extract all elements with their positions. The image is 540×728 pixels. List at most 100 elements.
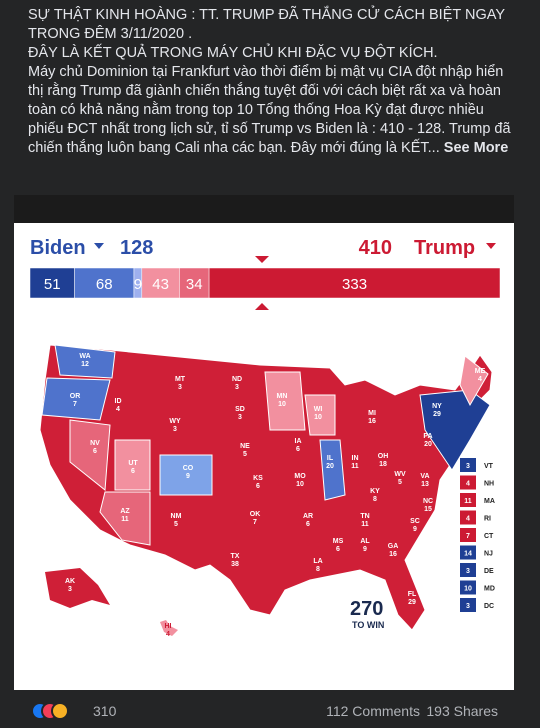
see-more[interactable]: See More xyxy=(443,140,509,156)
biden-label: Biden xyxy=(30,237,86,259)
state-ev: 6 xyxy=(93,448,97,455)
state-ev: 20 xyxy=(424,441,432,448)
state-shape xyxy=(99,491,151,546)
state-ev: 38 xyxy=(231,561,239,568)
state-abbr: IA xyxy=(295,438,302,445)
state-ev: 16 xyxy=(389,551,397,558)
small-state-abbr: MA xyxy=(484,498,495,505)
small-state-abbr: VT xyxy=(484,463,494,470)
trump-total: 410 xyxy=(359,237,392,259)
state-abbr: NM xyxy=(171,513,182,520)
state-abbr: NC xyxy=(423,498,433,505)
small-state-box xyxy=(460,545,476,560)
state-shape xyxy=(459,355,489,407)
state-abbr: FL xyxy=(408,591,417,598)
small-state-abbr: MD xyxy=(484,586,495,593)
state-ev: 8 xyxy=(373,496,377,503)
state-ev: 6 xyxy=(131,468,135,475)
logo-number: 270 xyxy=(350,598,383,620)
state-ev: 4 xyxy=(116,406,120,413)
state-abbr: SD xyxy=(235,406,245,413)
state-ev: 29 xyxy=(433,411,441,418)
state-abbr: AL xyxy=(360,538,370,545)
us-map xyxy=(39,344,493,631)
state-abbr: ID xyxy=(115,398,122,405)
state-ev: 6 xyxy=(296,446,300,453)
image-top-band xyxy=(14,195,514,223)
state-ev: 15 xyxy=(424,506,432,513)
state-ev: 11 xyxy=(351,463,359,470)
state-abbr: VA xyxy=(420,473,429,480)
small-state-box xyxy=(460,458,476,472)
trump-label: Trump xyxy=(414,237,475,259)
reaction-icon xyxy=(51,702,69,720)
state-abbr: MN xyxy=(277,393,288,400)
state-ev: 4 xyxy=(478,376,482,383)
state-ev: 6 xyxy=(306,521,310,528)
state-ev: 13 xyxy=(421,481,429,488)
small-state-ev: 3 xyxy=(466,463,470,470)
state-ev: 10 xyxy=(314,414,322,421)
small-state-ev: 3 xyxy=(466,603,470,610)
state-ev: 3 xyxy=(235,384,239,391)
state-ev: 11 xyxy=(361,521,369,528)
state-abbr: WA xyxy=(79,353,90,360)
state-shape xyxy=(159,454,213,496)
small-state-abbr: NH xyxy=(484,481,494,488)
state-shape xyxy=(264,371,306,431)
post-paragraph: Máy chủ Dominion tại Frankfurt vào thời … xyxy=(28,63,516,158)
ev-segment-label: 333 xyxy=(342,276,367,293)
state-ev: 5 xyxy=(174,521,178,528)
small-state-abbr: DE xyxy=(484,568,494,575)
small-state-box xyxy=(460,563,476,577)
post-text: SỰ THẬT KINH HOÀNG : TT. TRUMP ĐÃ THẮNG … xyxy=(28,6,516,158)
state-abbr: LA xyxy=(313,558,322,565)
state-ev: 4 xyxy=(166,631,170,638)
state-abbr: NE xyxy=(240,443,250,450)
state-shape xyxy=(319,439,346,501)
midpoint-marker xyxy=(255,303,269,310)
small-state-ev: 3 xyxy=(466,568,470,575)
state-abbr: OH xyxy=(378,453,389,460)
hawaii xyxy=(160,620,178,636)
state-ev: 12 xyxy=(81,361,89,368)
small-state-box xyxy=(460,598,476,612)
state-ev: 18 xyxy=(379,461,387,468)
state-ev: 29 xyxy=(408,599,416,606)
share-count: 193 Shares xyxy=(426,703,498,719)
state-abbr: KY xyxy=(370,488,380,495)
state-abbr: GA xyxy=(388,543,399,550)
post-body: Máy chủ Dominion tại Frankfurt vào thời … xyxy=(28,64,511,156)
state-abbr: IN xyxy=(352,455,359,462)
small-state-abbr: RI xyxy=(484,516,491,523)
small-state-ev: 11 xyxy=(464,498,472,505)
state-ev: 3 xyxy=(238,414,242,421)
state-overlays xyxy=(41,344,491,546)
state-ev: 3 xyxy=(68,586,72,593)
small-state-box xyxy=(460,493,476,507)
state-abbr: AK xyxy=(65,578,75,585)
alaska xyxy=(45,568,110,608)
ev-segment xyxy=(29,267,75,299)
state-abbr: TX xyxy=(231,553,240,560)
ev-segment xyxy=(74,267,135,299)
state-abbr: ME xyxy=(475,368,486,375)
state-abbr: MI xyxy=(368,410,376,417)
state-abbr: NV xyxy=(90,440,100,447)
comment-count: 112 Comments xyxy=(326,703,420,719)
state-shape xyxy=(41,377,111,421)
state-abbr: WY xyxy=(169,418,181,425)
ev-segment-label: 34 xyxy=(186,276,203,293)
state-ev: 20 xyxy=(326,463,334,470)
ev-segment-label: 43 xyxy=(152,276,169,293)
state-ev: 5 xyxy=(398,479,402,486)
state-abbr: WI xyxy=(314,406,323,413)
state-abbr: OR xyxy=(70,393,81,400)
state-abbr: MT xyxy=(175,376,186,383)
state-ev: 6 xyxy=(336,546,340,553)
state-abbr: OK xyxy=(250,511,261,518)
state-ev: 10 xyxy=(278,401,286,408)
small-state-ev: 10 xyxy=(464,586,472,593)
state-shape xyxy=(54,344,116,379)
